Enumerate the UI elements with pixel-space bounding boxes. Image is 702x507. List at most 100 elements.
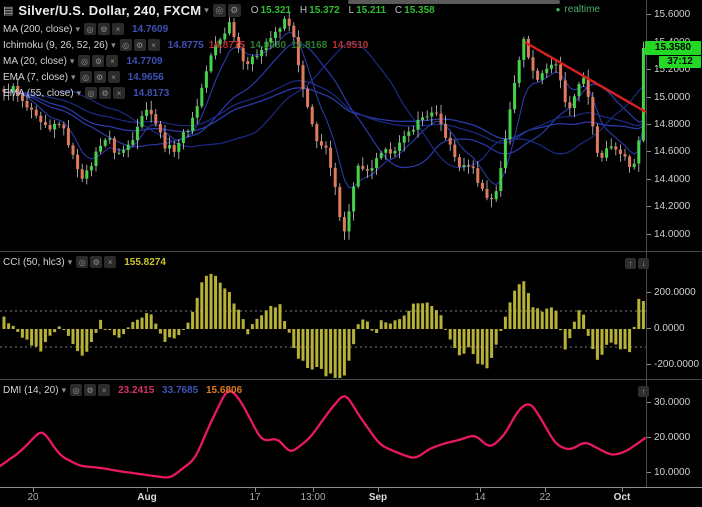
indicator-value: 14.8173 [133, 87, 170, 99]
low-value: 15.211 [356, 5, 387, 16]
cci-value: 155.8274 [124, 256, 166, 268]
tick-dash [647, 151, 651, 153]
close-icon[interactable]: × [107, 71, 120, 83]
indicator-row: EMA (55, close) ▾ ◎ ⚙ × 14.8173 [3, 85, 441, 101]
visibility-toggle-icon[interactable]: ◎ [70, 384, 83, 396]
cci-histogram [0, 273, 646, 379]
indicator-label[interactable]: MA (20, close) [3, 55, 67, 67]
indicator-value: 14.7709 [126, 55, 163, 67]
time-tick [622, 488, 623, 492]
cci-pane-buttons: ↑ ↓ [625, 258, 649, 269]
cci-pane[interactable]: CCI (50, hlc3) ▾ ◎ ⚙ × 155.8274 ↑ ↓ [0, 251, 649, 379]
chevron-down-icon[interactable]: ▾ [67, 256, 73, 267]
settings-gear-icon[interactable]: ⚙ [90, 256, 103, 268]
tick-dash [647, 123, 651, 125]
axis-tick-label: 200.0000 [647, 286, 696, 298]
high-value: 15.372 [309, 5, 340, 16]
indicator-values: 14.8173 [133, 88, 174, 99]
dmi-header: DMI (14, 20) ▾ ◎ ⚙ × 23.2415 33.7685 15.… [3, 384, 247, 396]
realtime-label: realtime [564, 4, 600, 15]
move-pane-up-icon[interactable]: ↑ [638, 386, 649, 397]
visibility-toggle-icon[interactable]: ◎ [84, 23, 97, 35]
dmi-pane[interactable]: Sponsored by FXCM DMI (14, 20) ▾ ◎ ⚙ × 2… [0, 379, 649, 487]
close-icon[interactable]: × [98, 384, 111, 396]
chevron-down-icon[interactable]: ▾ [75, 23, 81, 34]
indicator-value: 14.8168 [291, 39, 328, 51]
time-axis[interactable]: 20 Aug 17 13:00 Sep 14 22 Oct [0, 487, 702, 507]
time-tick [33, 488, 34, 492]
visibility-toggle-icon[interactable]: ◎ [78, 55, 91, 67]
close-icon[interactable]: × [112, 23, 125, 35]
visibility-toggle-icon[interactable]: ◎ [76, 256, 89, 268]
chevron-down-icon[interactable]: ▾ [71, 71, 76, 82]
visibility-toggle-icon[interactable]: ◎ [79, 71, 92, 83]
pane-divider [646, 251, 702, 252]
tick-dash [647, 291, 651, 293]
settings-gear-icon[interactable]: ⚙ [99, 87, 112, 99]
chevron-down-icon[interactable]: ▾ [69, 55, 75, 66]
chevron-down-icon[interactable]: ▾ [111, 39, 116, 50]
bar-countdown-badge: 37:12 [659, 56, 701, 68]
cci-header: CCI (50, hlc3) ▾ ◎ ⚙ × 155.8274 [3, 256, 171, 268]
low-label: L [348, 5, 355, 16]
indicator-label[interactable]: EMA (55, close) [3, 87, 74, 99]
indicator-values: 14.7609 [132, 24, 173, 35]
move-pane-up-icon[interactable]: ↑ [625, 258, 636, 269]
chevron-down-icon[interactable]: ▾ [204, 5, 209, 15]
time-tick [545, 488, 546, 492]
symbol-title[interactable]: Silver/U.S. Dollar, 240, FXCM [18, 3, 202, 18]
visibility-toggle-icon[interactable]: ◎ [119, 39, 132, 51]
visibility-toggle-icon[interactable]: ◎ [212, 4, 226, 17]
visibility-toggle-icon[interactable]: ◎ [85, 87, 98, 99]
close-icon[interactable]: × [147, 39, 160, 51]
axis-tick-label: 15.2000 [647, 64, 690, 76]
horizontal-scrollbar[interactable] [348, 0, 560, 4]
dmi-label[interactable]: DMI (14, 20) [3, 384, 59, 396]
settings-gear-icon[interactable]: ⚙ [84, 384, 97, 396]
indicator-label[interactable]: MA (200, close) [3, 23, 73, 35]
cci-label[interactable]: CCI (50, hlc3) [3, 256, 65, 268]
dmi-plus-di-value: 33.7685 [162, 384, 199, 396]
indicator-row: MA (200, close) ▾ ◎ ⚙ × 14.7609 [3, 21, 441, 37]
price-axis[interactable]: 15.3580 37:12 15.600015.400015.200015.00… [645, 0, 702, 487]
indicator-value: 14.8775 [208, 39, 245, 51]
menu-icon[interactable]: ▤ [3, 5, 14, 17]
axis-tick-label: -200.0000 [647, 358, 699, 370]
candlestick-chart [2, 11, 646, 240]
axis-tick-label: 30.0000 [647, 396, 690, 408]
tick-dash [647, 233, 651, 235]
indicator-label[interactable]: EMA (7, close) [3, 71, 69, 83]
last-price-badge: 15.3580 [645, 41, 701, 55]
time-tick [480, 488, 481, 492]
settings-gear-icon[interactable]: ⚙ [133, 39, 146, 51]
time-tick-label: 17 [249, 492, 261, 503]
chevron-down-icon[interactable]: ▾ [76, 87, 82, 98]
move-pane-down-icon[interactable]: ↓ [638, 258, 649, 269]
chevron-down-icon[interactable]: ▾ [61, 384, 67, 395]
tick-dash [647, 14, 651, 16]
indicator-value: 14.9510 [332, 39, 369, 51]
time-tick-label: 22 [539, 492, 551, 503]
close-icon[interactable]: × [106, 55, 119, 67]
tick-dash [647, 436, 651, 438]
close-icon[interactable]: × [113, 87, 126, 99]
indicator-value: 14.9480 [249, 39, 287, 51]
indicator-legend: MA (200, close) ▾ ◎ ⚙ × 14.7609 Ichimoku (9, 2… [3, 21, 441, 101]
close-icon[interactable]: × [104, 256, 117, 268]
settings-gear-icon[interactable]: ⚙ [92, 55, 105, 67]
settings-gear-icon[interactable]: ⚙ [93, 71, 106, 83]
pane-divider [646, 379, 702, 380]
indicator-values: 14.9656 [128, 72, 169, 83]
axis-tick-label: 10.0000 [647, 466, 690, 478]
indicator-label[interactable]: Ichimoku (9, 26, 52, 26) [3, 39, 109, 51]
indicator-row: EMA (7, close) ▾ ◎ ⚙ × 14.9656 [3, 69, 441, 85]
settings-gear-icon[interactable]: ⚙ [227, 4, 241, 17]
time-tick-label: 13:00 [300, 492, 326, 503]
axis-tick-label: 14.8000 [647, 118, 690, 130]
settings-gear-icon[interactable]: ⚙ [98, 23, 111, 35]
tick-dash [647, 69, 651, 71]
tick-dash [647, 178, 651, 180]
